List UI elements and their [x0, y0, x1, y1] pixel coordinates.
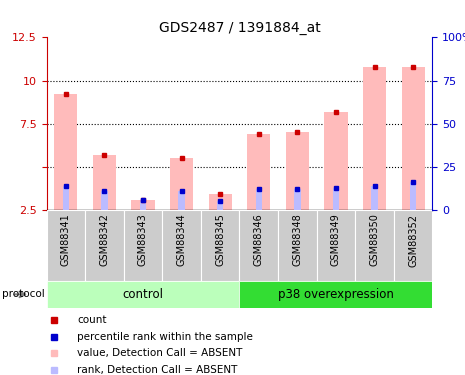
Bar: [217, 201, 223, 210]
Text: protocol: protocol: [2, 290, 45, 299]
Text: GSM88341: GSM88341: [61, 214, 71, 266]
Text: GSM88345: GSM88345: [215, 214, 225, 266]
Bar: [278, 210, 317, 281]
Bar: [179, 191, 185, 210]
Bar: [355, 210, 394, 281]
Bar: [363, 67, 386, 210]
Bar: [256, 189, 262, 210]
Text: count: count: [77, 315, 107, 325]
Bar: [85, 210, 124, 281]
Bar: [294, 189, 300, 210]
Text: percentile rank within the sample: percentile rank within the sample: [77, 332, 253, 342]
Bar: [162, 210, 201, 281]
Bar: [101, 191, 107, 210]
Text: GSM88352: GSM88352: [408, 214, 418, 267]
Bar: [132, 200, 154, 210]
Bar: [140, 200, 146, 210]
Bar: [239, 281, 432, 308]
Bar: [410, 182, 416, 210]
Bar: [325, 112, 347, 210]
Bar: [93, 155, 116, 210]
Bar: [124, 210, 162, 281]
Bar: [333, 188, 339, 210]
Text: control: control: [122, 288, 164, 301]
Text: GSM88344: GSM88344: [177, 214, 186, 266]
Text: GSM88343: GSM88343: [138, 214, 148, 266]
Text: value, Detection Call = ABSENT: value, Detection Call = ABSENT: [77, 348, 243, 358]
Text: GSM88342: GSM88342: [100, 214, 109, 266]
Text: GSM88349: GSM88349: [331, 214, 341, 266]
Bar: [201, 210, 239, 281]
Text: rank, Detection Call = ABSENT: rank, Detection Call = ABSENT: [77, 365, 238, 375]
Bar: [46, 281, 239, 308]
Text: GSM88350: GSM88350: [370, 214, 379, 266]
Bar: [170, 158, 193, 210]
Bar: [46, 210, 85, 281]
Bar: [247, 134, 270, 210]
Bar: [209, 195, 232, 210]
Bar: [372, 186, 378, 210]
Bar: [394, 210, 432, 281]
Text: p38 overexpression: p38 overexpression: [278, 288, 394, 301]
Bar: [239, 210, 278, 281]
Bar: [54, 94, 77, 210]
Title: GDS2487 / 1391884_at: GDS2487 / 1391884_at: [159, 21, 320, 35]
Bar: [286, 132, 309, 210]
Text: GSM88348: GSM88348: [292, 214, 302, 266]
Text: GSM88346: GSM88346: [254, 214, 264, 266]
Bar: [317, 210, 355, 281]
Bar: [402, 67, 425, 210]
Bar: [63, 186, 69, 210]
